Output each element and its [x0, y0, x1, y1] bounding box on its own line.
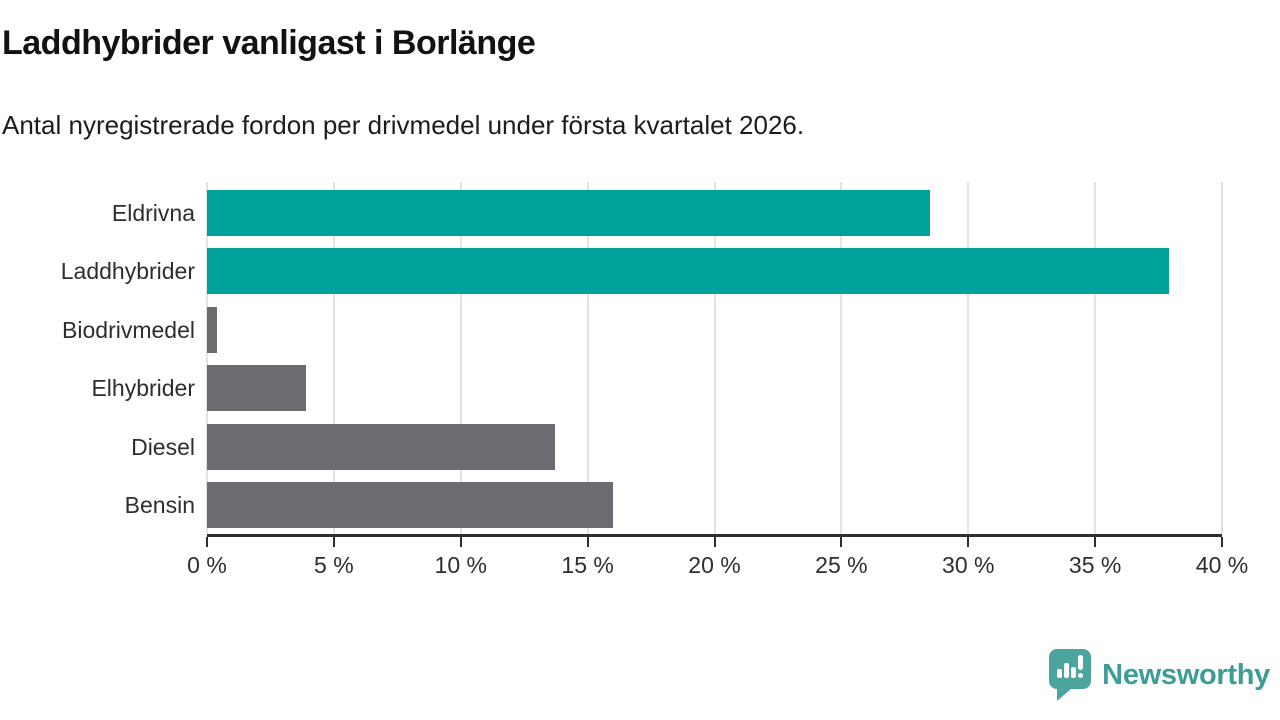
gridline — [459, 182, 462, 534]
x-axis-tick — [332, 537, 335, 547]
speech-bubble-shape — [1049, 649, 1092, 701]
x-axis-tick-label: 35 % — [1068, 552, 1122, 578]
gridline — [206, 182, 208, 534]
bar-laddhybrider — [207, 248, 1169, 295]
x-axis-tick — [206, 537, 208, 547]
newsworthy-logo-icon — [1048, 648, 1092, 702]
chart-subtitle: Antal nyregistrerade fordon per drivmede… — [2, 110, 805, 140]
x-axis-tick-label: 15 % — [561, 552, 614, 578]
bar-biodrivmedel — [207, 306, 218, 353]
x-axis-tick — [1221, 537, 1223, 547]
x-axis-tick-label: 20 % — [688, 552, 741, 578]
gridline — [332, 182, 335, 534]
x-axis-tick — [840, 537, 843, 547]
gridline — [967, 182, 970, 534]
x-axis-tick-label: 30 % — [942, 552, 995, 578]
gridline — [1221, 182, 1223, 534]
x-axis-tick — [459, 537, 462, 547]
brand-footer[interactable]: Newsworthy — [1048, 648, 1270, 702]
bar-elhybrider — [207, 365, 306, 412]
gridline — [713, 182, 716, 534]
category-label-eldrivna: Eldrivna — [111, 200, 195, 226]
x-axis-tick — [586, 537, 589, 547]
category-label-laddhybrider: Laddhybrider — [60, 258, 195, 285]
plot-area: 0 % 5 % 10 % 15 % 20 % 25 % 30 % 35 % 40 % Eldriv… — [61, 182, 1248, 578]
gridline — [840, 182, 843, 534]
bar-diesel — [207, 423, 555, 470]
x-axis-tick — [967, 537, 970, 547]
category-label-biodrivmedel: Biodrivmedel — [62, 316, 195, 343]
category-label-bensin: Bensin — [124, 492, 195, 518]
category-label-diesel: Diesel — [131, 433, 195, 460]
brand-name: Newsworthy — [1102, 658, 1270, 691]
x-axis-tick — [713, 537, 716, 547]
x-axis-tick-label: 5 % — [314, 552, 354, 578]
x-axis-tick — [1094, 537, 1097, 547]
x-axis-tick-label: 10 % — [434, 552, 487, 578]
category-label-elhybrider: Elhybrider — [91, 375, 195, 402]
bar-eldrivna — [207, 190, 931, 236]
x-axis-tick-label: 25 % — [815, 552, 868, 578]
x-axis-tick-label: 0 % — [187, 552, 227, 578]
gridline — [586, 182, 589, 534]
chart-title: Laddhybrider vanligast i Borlänge — [2, 24, 536, 62]
bar-bensin — [207, 482, 613, 528]
x-axis-tick-label: 40 % — [1195, 552, 1249, 578]
gridline — [1094, 182, 1097, 534]
x-axis-line — [207, 534, 1222, 537]
